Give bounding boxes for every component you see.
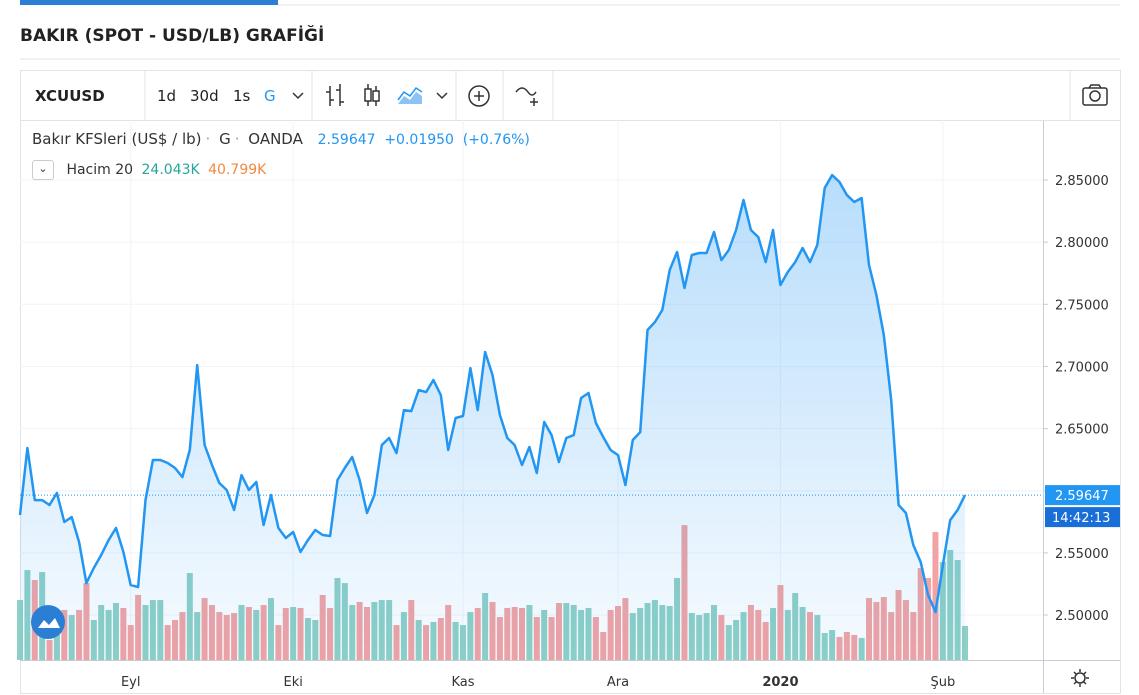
legend-price: 2.59647	[317, 132, 376, 148]
area-style-button[interactable]	[397, 86, 423, 104]
y-tick-label: 2.55000	[1055, 547, 1109, 562]
symbol-button[interactable]: XCUUSD	[35, 87, 105, 105]
volume-bar	[932, 532, 939, 660]
logo[interactable]	[31, 605, 65, 639]
snapshot-button[interactable]	[1082, 84, 1108, 106]
bar-style-button[interactable]	[326, 84, 344, 106]
volume-last: 24.043K	[141, 162, 200, 178]
x-tick-label: Kas	[451, 675, 474, 690]
interval-dropdown[interactable]	[292, 92, 304, 100]
indicator-button[interactable]	[468, 85, 490, 107]
x-tick-label: Eyl	[121, 675, 141, 690]
volume-name: Hacim 20	[66, 162, 134, 178]
volume-ma: 40.799K	[208, 162, 267, 178]
interval-button[interactable]: 30d	[190, 87, 219, 105]
chart-frame	[20, 70, 1121, 694]
y-tick-label: 2.75000	[1055, 298, 1109, 313]
candle-style-button[interactable]	[364, 84, 380, 106]
collapse-button[interactable]: ⌄	[32, 160, 54, 180]
plot: 2.500002.550002.600002.650002.700002.750…	[17, 120, 1109, 690]
last-price-label: 2.59647	[1055, 489, 1109, 504]
legend-change-pct: (+0.76%)	[462, 132, 530, 148]
y-tick-label: 2.80000	[1055, 236, 1109, 251]
y-tick-label: 2.70000	[1055, 360, 1109, 375]
x-tick-label: Ara	[607, 675, 629, 690]
legend-row: Bakır KFSleri (US$ / lb) · G · OANDA 2.596…	[32, 130, 530, 148]
page-title: BAKIR (SPOT - USD/LB) GRAFİĞİ	[20, 24, 324, 46]
volume-legend-row: ⌄ Hacim 20 24.043K 40.799K	[32, 160, 270, 180]
last-price-box	[1045, 485, 1120, 506]
legend-change: +0.01950	[384, 132, 454, 148]
legend-source: OANDA	[248, 130, 303, 148]
interval-button[interactable]: 1s	[233, 87, 251, 105]
area	[20, 175, 965, 660]
style-dropdown[interactable]	[436, 92, 448, 100]
x-tick-label: Şub	[930, 675, 955, 690]
line	[18, 173, 967, 614]
x-tick-label: Eki	[283, 675, 302, 690]
tab-indicator	[20, 0, 278, 5]
legend-interval: G	[219, 130, 231, 148]
x-tick-label: 2020	[762, 675, 798, 690]
interval-button[interactable]: 1d	[157, 87, 176, 105]
y-tick-label: 2.65000	[1055, 423, 1109, 438]
toolbar-separators	[144, 71, 1071, 120]
settings-button[interactable]	[1071, 669, 1089, 687]
y-tick-label: 2.50000	[1055, 609, 1109, 624]
legend-title: Bakır KFSleri (US$ / lb)	[32, 130, 202, 148]
countdown-box	[1045, 507, 1120, 528]
interval-button[interactable]: G	[264, 87, 276, 105]
compare-button[interactable]	[515, 87, 538, 106]
countdown-label: 14:42:13	[1052, 511, 1110, 526]
y-tick-label: 2.85000	[1055, 174, 1109, 189]
